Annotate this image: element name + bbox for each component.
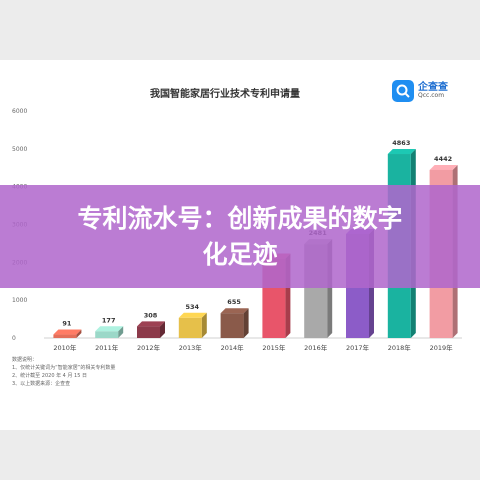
bar-top [95, 326, 124, 332]
notes-heading: 数据说明： [12, 357, 38, 363]
bar [95, 331, 119, 338]
data-label: 91 [62, 320, 72, 328]
y-tick-label: 0 [12, 335, 16, 342]
data-label: 4442 [434, 155, 452, 163]
logo-domain: Qcc.com [418, 92, 445, 100]
data-label: 534 [186, 303, 200, 311]
x-tick-label: 2018年 [388, 343, 412, 352]
x-tick-label: 2011年 [95, 343, 119, 352]
notes-line-2: 2、统计截至 2020 年 4 月 15 日 [12, 373, 87, 379]
bar [53, 334, 77, 338]
y-tick-label: 6000 [12, 108, 27, 115]
bar-top [137, 321, 165, 327]
bar-side [201, 312, 207, 338]
data-label: 4863 [392, 139, 410, 147]
data-label: 177 [102, 316, 116, 324]
bar-top [53, 329, 82, 335]
bar [220, 313, 244, 338]
logo-name: 企查查 [418, 81, 448, 93]
x-tick-label: 2012年 [137, 343, 161, 352]
bar-side [159, 321, 165, 338]
notes-line-3: 3、以上数据来源：企查查 [12, 381, 71, 387]
data-label: 655 [227, 298, 241, 306]
x-tick-label: 2014年 [221, 343, 245, 352]
x-tick-label: 2010年 [53, 343, 77, 352]
bar [178, 317, 202, 338]
bar-top [220, 308, 249, 314]
data-notes: 数据说明： 1、仅统计关键词为“智能家居”的相关专利数量 2、统计截至 2020… [12, 356, 115, 388]
bar [137, 326, 160, 338]
x-tick-label: 2016年 [304, 343, 328, 352]
x-tick-label: 2019年 [430, 343, 454, 352]
chart-title: 我国智能家居行业技术专利申请量 [150, 89, 300, 100]
bar-top [387, 149, 416, 155]
x-tick-label: 2015年 [262, 343, 286, 352]
bar-side [118, 326, 124, 338]
y-tick-label: 5000 [12, 146, 27, 153]
title-banner: 专利流水号：创新成果的数字 化足迹 [0, 185, 480, 288]
notes-line-1: 1、仅统计关键词为“智能家居”的相关专利数量 [12, 365, 116, 371]
x-tick-label: 2017年 [346, 343, 370, 352]
x-tick-label: 2013年 [179, 343, 203, 352]
qcc-logo: 企查查 Qcc.com [392, 80, 448, 102]
bar-side [243, 308, 249, 338]
data-label: 308 [144, 311, 158, 319]
bar-top [178, 312, 207, 318]
magnifier-logo-icon [392, 80, 414, 102]
y-tick-label: 1000 [12, 297, 27, 304]
bar-top [429, 164, 458, 170]
banner-title-line-1: 专利流水号：创新成果的数字 [77, 203, 403, 233]
bar-side [76, 329, 82, 338]
banner-title-line-2: 化足迹 [202, 239, 278, 269]
